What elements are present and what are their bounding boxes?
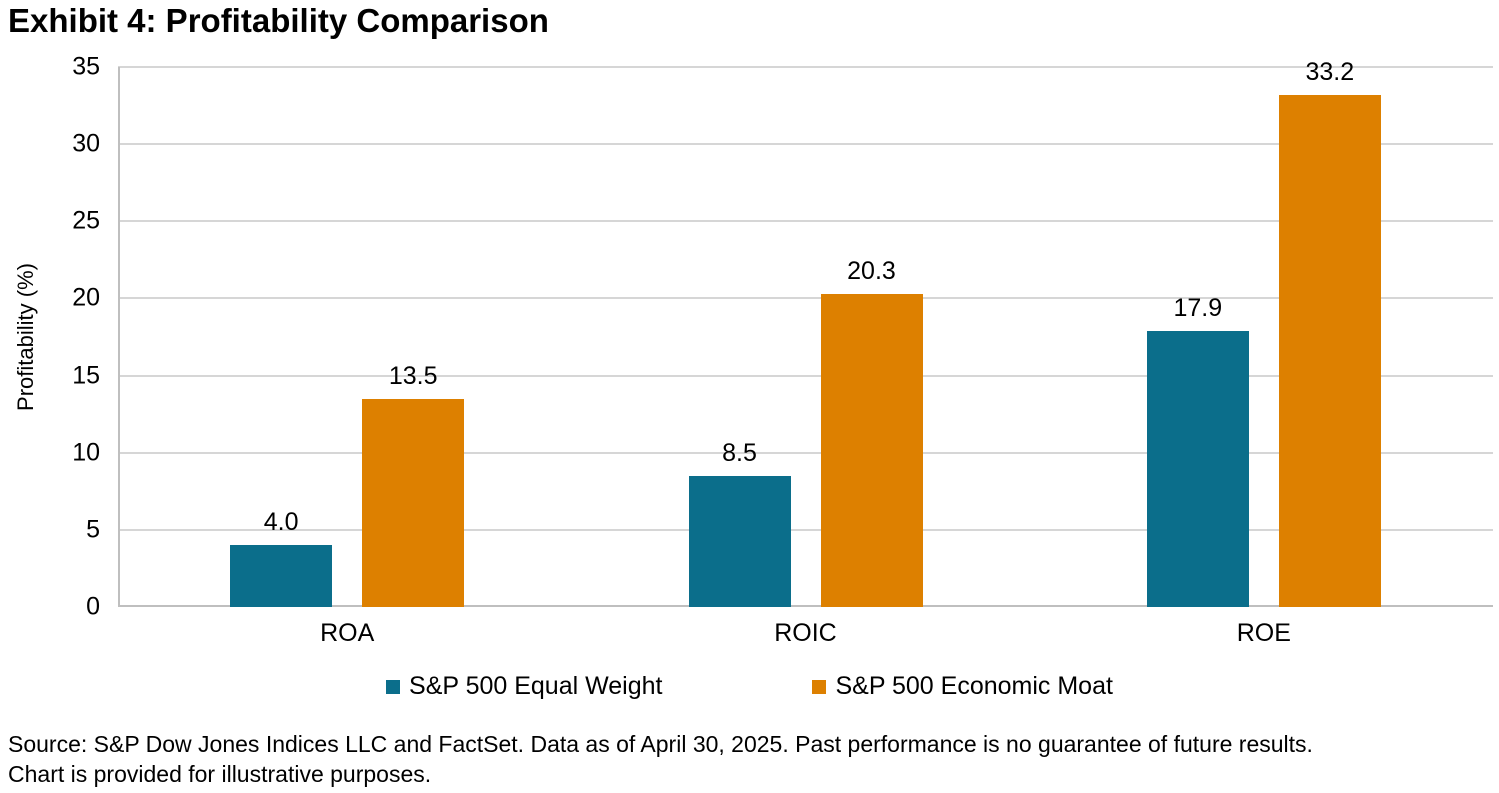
bar <box>820 293 923 607</box>
y-tick-label: 10 <box>72 438 100 467</box>
x-axis-labels: ROA ROIC ROE <box>118 617 1493 651</box>
bar-value-label: 17.9 <box>1173 293 1223 322</box>
gridline <box>118 451 1493 454</box>
bar-value-label: 4.0 <box>263 508 299 537</box>
gridline <box>118 66 1493 68</box>
legend-label: S&P 500 Equal Weight <box>409 672 663 700</box>
gridline <box>118 528 1493 531</box>
x-axis-line <box>118 605 1493 607</box>
bar-value-label: 33.2 <box>1305 57 1355 86</box>
gridline <box>118 143 1493 146</box>
chart-title: Exhibit 4: Profitability Comparison <box>8 2 549 39</box>
source-note-line: Chart is provided for illustrative purpo… <box>8 761 432 787</box>
y-tick-label: 5 <box>86 515 100 544</box>
legend-marker-icon <box>812 679 827 694</box>
bar-value-label: 8.5 <box>722 438 757 467</box>
y-tick-label: 25 <box>72 206 100 235</box>
gridline <box>118 220 1493 223</box>
bar <box>1146 330 1249 607</box>
legend: S&P 500 Equal Weight S&P 500 Economic Moa… <box>0 672 1499 701</box>
bar <box>1278 94 1381 607</box>
y-tick-label: 15 <box>72 361 100 390</box>
gridline <box>118 374 1493 377</box>
source-note: Source: S&P Dow Jones Indices LLC and Fa… <box>8 729 1488 789</box>
y-tick-label: 20 <box>72 283 100 312</box>
x-category-label: ROIC <box>774 619 837 647</box>
y-tick-label: 0 <box>86 592 100 621</box>
bar <box>688 475 791 607</box>
bar-value-label: 20.3 <box>847 256 896 285</box>
y-axis-ticks: 0 5 10 15 20 25 30 35 <box>0 53 100 621</box>
y-axis-line <box>118 67 120 607</box>
bar <box>230 545 333 607</box>
legend-item: S&P 500 Economic Moat <box>812 672 1113 701</box>
plot-area: 4.0 13.5 8.5 20.3 17.9 33.2 <box>118 58 1493 607</box>
x-category-label: ROA <box>320 619 375 647</box>
gridline <box>118 297 1493 300</box>
y-tick-label: 35 <box>72 52 100 81</box>
legend-label: S&P 500 Economic Moat <box>835 672 1113 700</box>
legend-item: S&P 500 Equal Weight <box>386 672 662 701</box>
legend-marker-icon <box>386 679 401 694</box>
bar-value-label: 13.5 <box>388 361 438 390</box>
x-category-label: ROE <box>1236 619 1291 647</box>
bar <box>362 398 465 607</box>
y-tick-label: 30 <box>72 129 100 158</box>
source-note-line: Source: S&P Dow Jones Indices LLC and Fa… <box>8 731 1313 757</box>
